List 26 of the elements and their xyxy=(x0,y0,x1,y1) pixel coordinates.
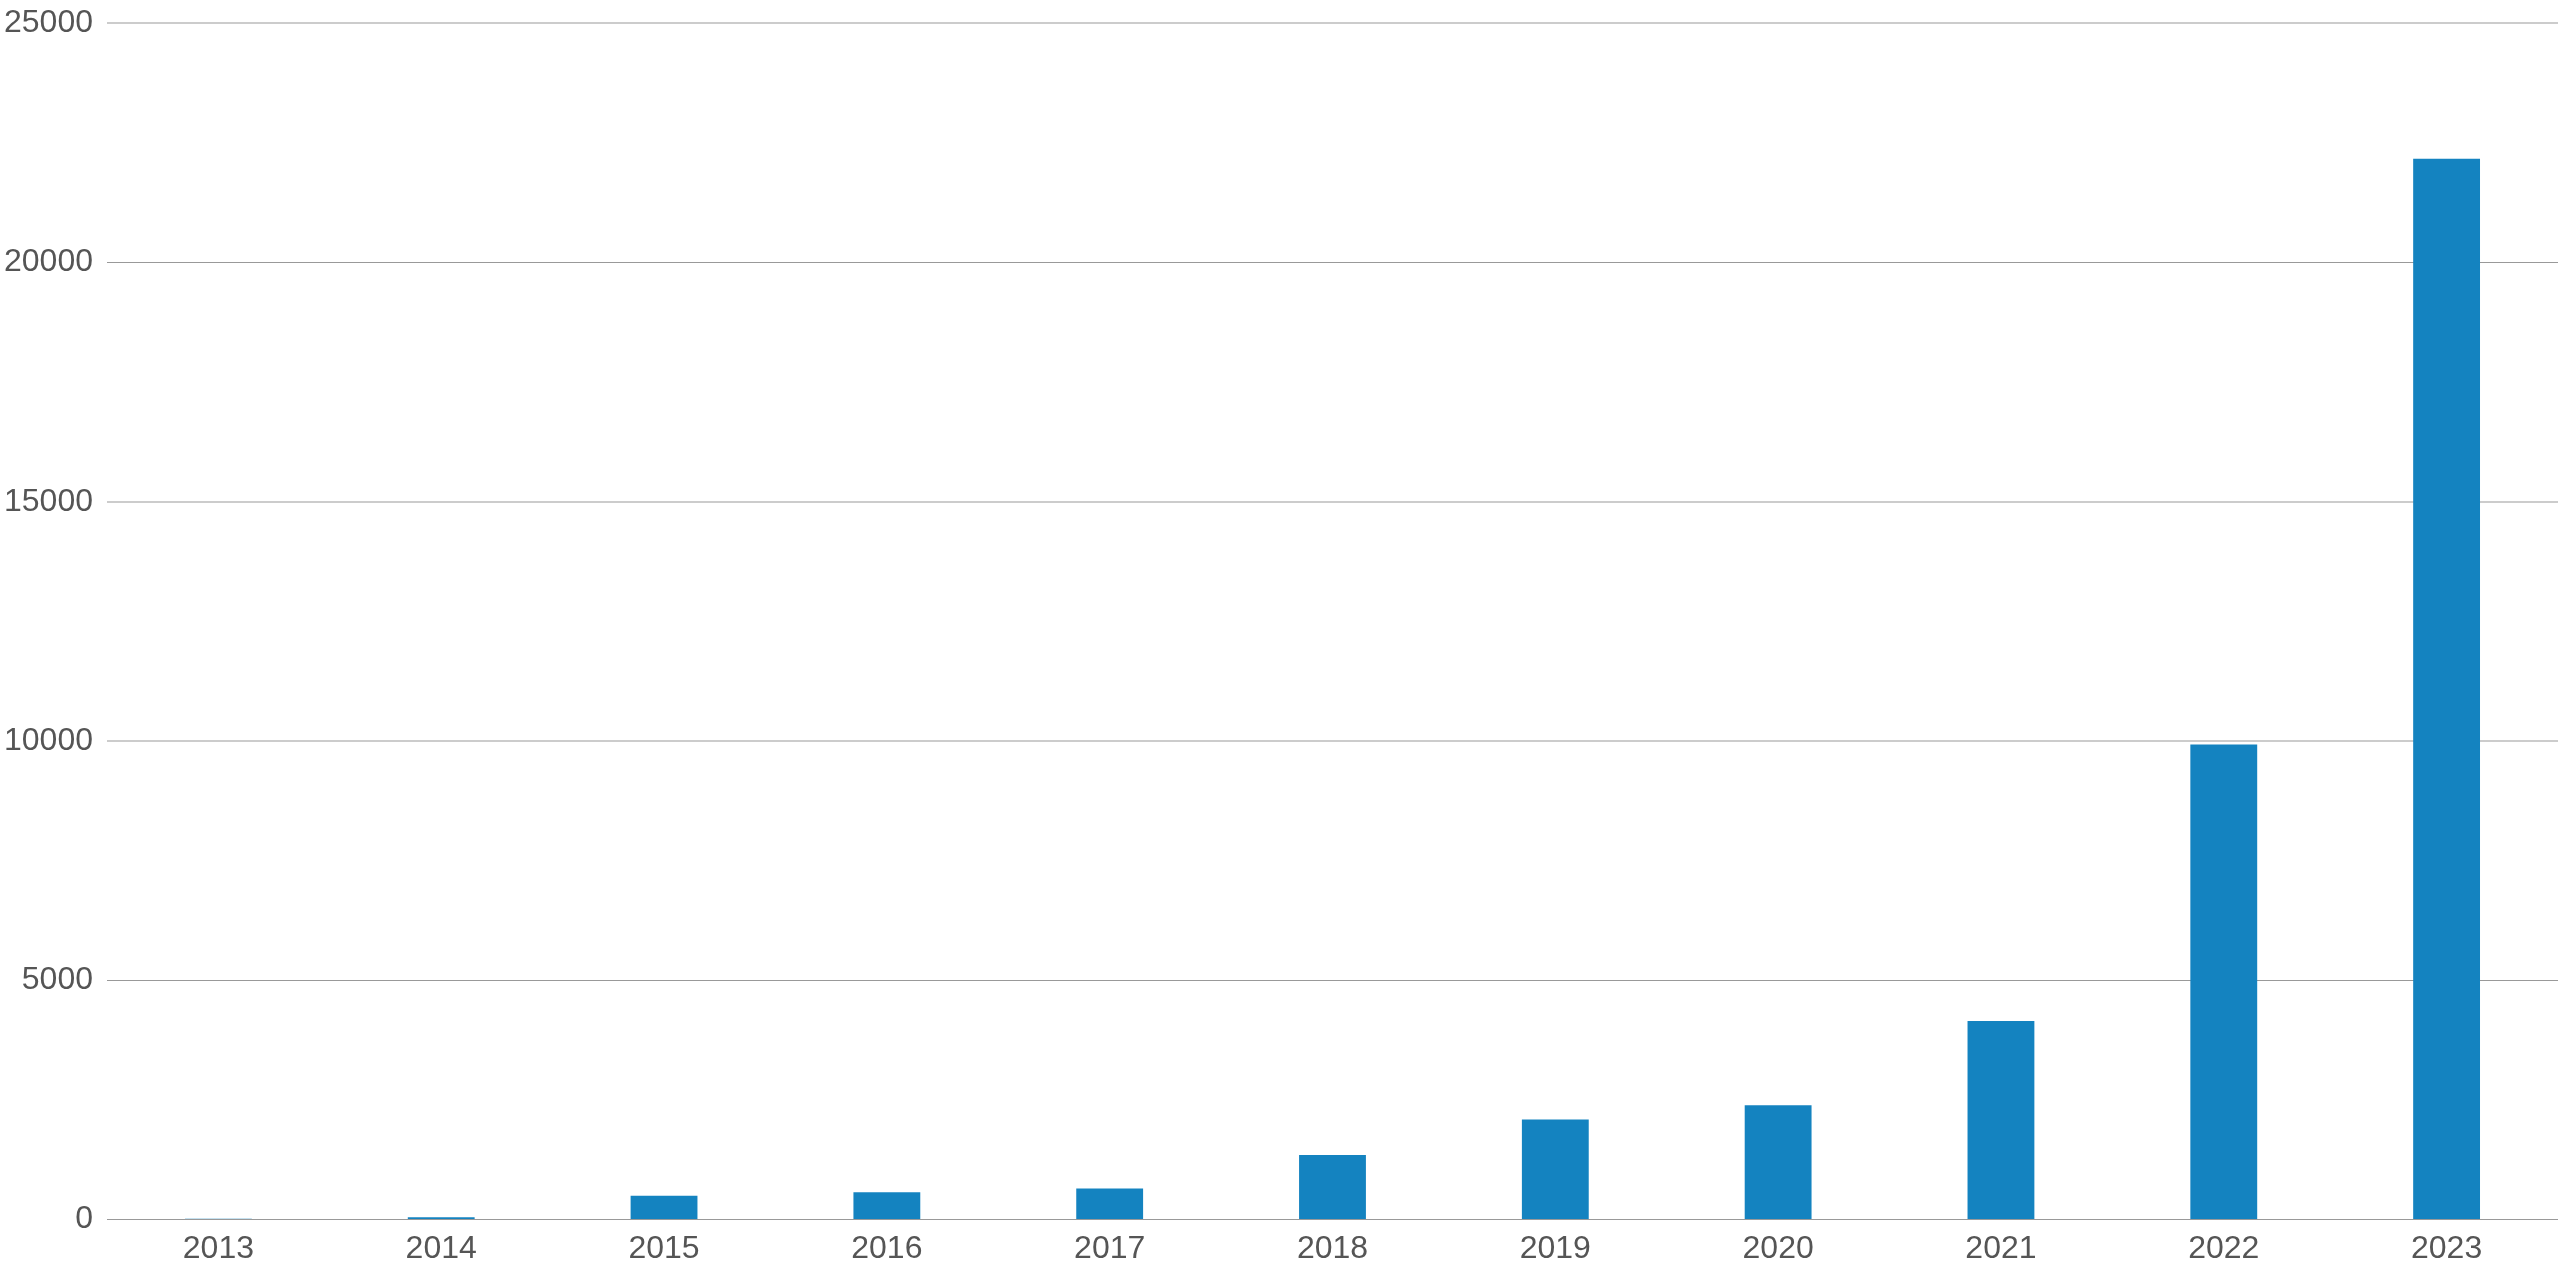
x-tick-label: 2022 xyxy=(2188,1228,2260,1265)
bar xyxy=(1521,1119,1589,1220)
x-tick-label: 2019 xyxy=(1519,1228,1591,1265)
x-tick-label: 2014 xyxy=(405,1228,477,1265)
bar xyxy=(1744,1105,1812,1220)
x-tick-label: 2020 xyxy=(1742,1228,1814,1265)
bar xyxy=(1076,1188,1144,1220)
y-tick-label: 20000 xyxy=(4,242,93,279)
y-tick-label: 5000 xyxy=(21,960,93,997)
x-tick-label: 2016 xyxy=(851,1228,923,1265)
y-tick-label: 0 xyxy=(75,1199,93,1236)
bar xyxy=(2413,158,2481,1220)
bar xyxy=(2190,744,2258,1220)
y-tick-label: 25000 xyxy=(4,3,93,40)
bar xyxy=(1299,1154,1366,1220)
bar xyxy=(853,1192,921,1220)
bar xyxy=(1967,1021,2035,1220)
x-tick-label: 2015 xyxy=(628,1228,700,1265)
x-tick-label: 2018 xyxy=(1296,1228,1369,1265)
x-tick-label: 2017 xyxy=(1074,1228,1146,1265)
x-tick-label: 2013 xyxy=(182,1228,254,1265)
y-tick-label: 15000 xyxy=(4,481,93,518)
x-tick-label: 2023 xyxy=(2411,1228,2483,1265)
y-tick-label: 10000 xyxy=(4,720,93,757)
bar xyxy=(630,1195,698,1220)
x-tick-label: 2021 xyxy=(1965,1228,2037,1265)
